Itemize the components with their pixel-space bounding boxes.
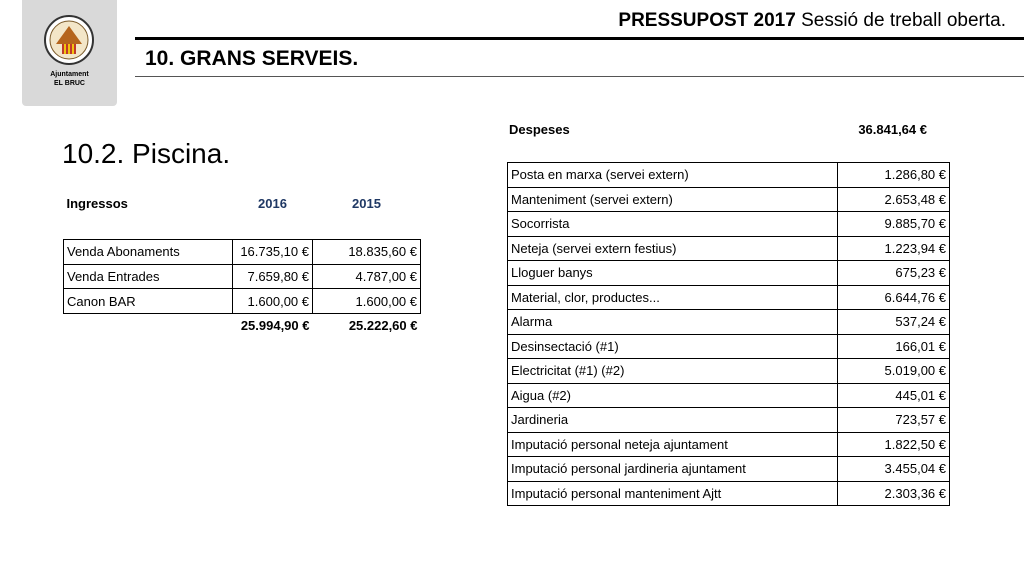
income-row: Canon BAR 1.600,00 €1.600,00 € [63,288,421,314]
amount-cell: 675,23 € [837,260,950,286]
logo-text: Ajuntament [50,71,89,78]
label-cell: Socorrista [507,211,838,237]
expense-row: Aigua (#2) 445,01 € [507,382,950,408]
label-cell: Jardineria [507,407,838,433]
expense-row: Alarma 537,24 € [507,309,950,335]
header-bold: PRESSUPOST 2017 [618,10,796,31]
header-rule [135,37,1024,40]
totals-row: 25.994,90 € 25.222,60 € [64,313,421,337]
expense-row: Posta en marxa (servei extern) 1.286,80 € [507,162,950,188]
amount-cell: 1.822,50 € [837,431,950,457]
label-cell: Imputació personal neteja ajuntament [507,431,838,457]
income-table: Ingressos 2016 2015 Venda Abonaments 16.735,… [63,192,421,338]
expense-row: Lloguer banys 675,23 € [507,260,950,286]
amount-cell: 166,01 € [837,333,950,359]
column-header: 2016 [258,196,287,212]
amount-cell: 2.653,48 € [837,186,950,212]
section-rule [135,76,1024,77]
blank-cell [64,313,233,337]
label-cell: Imputació personal manteniment Ajtt [507,480,838,506]
label-cell: Material, clor, productes... [507,284,838,310]
amount-cell: 1.286,80 € [837,162,950,188]
expense-row: Imputació personal neteja ajuntament 1.82… [507,431,950,457]
label-cell: Manteniment (servei extern) [507,186,838,212]
spacer-row [64,216,421,240]
label-cell: Canon BAR [63,288,233,314]
expense-row: Jardineria 723,57 € [507,407,950,433]
logo-panel: Ajuntament EL BRUC [22,0,117,106]
header-rest: Sessió de treball oberta. [801,10,1006,31]
amount-cell: 1.600,00 € [312,288,421,314]
total-cell: 25.222,60 € [348,318,418,334]
amount-cell: 4.787,00 € [312,263,421,290]
label-cell: Alarma [507,309,838,335]
expense-row: Manteniment (servei extern) 2.653,48 € [507,186,950,212]
expenses-table: Posta en marxa (servei extern) 1.286,80 €… [507,162,950,506]
column-header: 2015 [352,196,381,212]
section-title: 10. GRANS SERVEIS. [145,47,359,70]
expense-row: Imputació personal jardineria ajuntament… [507,456,950,482]
amount-cell: 537,24 € [837,309,950,335]
expense-row: Imputació personal manteniment Ajtt 2.303… [507,480,950,506]
column-header: Ingressos [66,196,128,212]
expense-row: Material, clor, productes... 6.644,76 € [507,284,950,310]
expense-row: Socorrista 9.885,70 € [507,211,950,237]
label-cell: Venda Entrades [63,263,233,290]
amount-cell: 16.735,10 € [232,239,313,265]
amount-cell: 723,57 € [837,407,950,433]
label-cell: Imputació personal jardineria ajuntament [507,456,838,482]
spacer [64,216,421,240]
label-cell: Aigua (#2) [507,382,838,408]
amount-cell: 7.659,80 € [232,263,313,290]
amount-cell: 1.223,94 € [837,235,950,261]
amount-cell: 445,01 € [837,382,950,408]
slide-title: 10.2. Piscina. [62,138,231,169]
expenses-total: 36.841,64 € [858,122,927,137]
label-cell: Posta en marxa (servei extern) [507,162,838,188]
logo-text: EL BRUC [54,80,85,87]
label-cell: Neteja (servei extern festius) [507,235,838,261]
amount-cell: 9.885,70 € [837,211,950,237]
label-cell: Electricitat (#1) (#2) [507,358,838,384]
total-cell: 25.994,90 € [240,318,310,334]
amount-cell: 5.019,00 € [837,358,950,384]
label-cell: Venda Abonaments [63,239,233,265]
label-cell: Lloguer banys [507,260,838,286]
income-row: Venda Abonaments 16.735,10 €18.835,60 € [63,239,421,265]
income-row: Venda Entrades 7.659,80 €4.787,00 € [63,263,421,290]
header-row: Ingressos 2016 2015 [64,192,421,216]
expense-row: Desinsectació (#1) 166,01 € [507,333,950,359]
header-title: PRESSUPOST 2017 Sessió de treball oberta… [618,10,1006,32]
expenses-label: Despeses [509,122,570,137]
logo-emblem [44,15,94,65]
label-cell: Desinsectació (#1) [507,333,838,359]
amount-cell: 18.835,60 € [312,239,421,265]
amount-cell: 6.644,76 € [837,284,950,310]
amount-cell: 2.303,36 € [837,480,950,506]
amount-cell: 1.600,00 € [232,288,313,314]
expense-row: Electricitat (#1) (#2) 5.019,00 € [507,358,950,384]
expense-row: Neteja (servei extern festius) 1.223,94 € [507,235,950,261]
amount-cell: 3.455,04 € [837,456,950,482]
